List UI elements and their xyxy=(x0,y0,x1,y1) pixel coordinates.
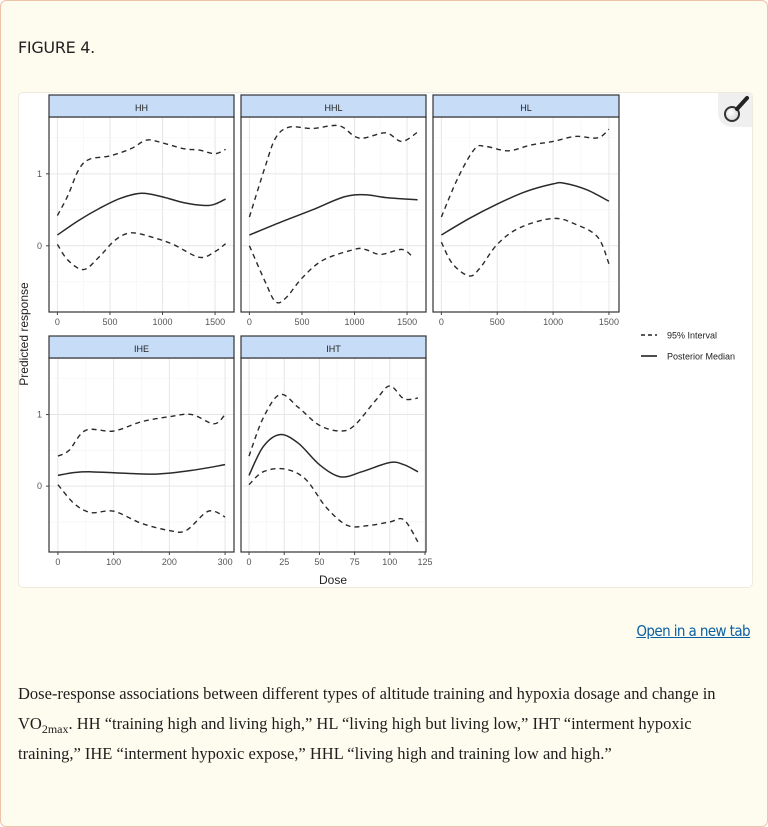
x-tick-label: 50 xyxy=(314,557,324,567)
panel-hhl: HHL 0 500 1000 1500 xyxy=(240,94,427,327)
x-axis-label: Dose xyxy=(319,573,347,587)
upper-95-interval-line xyxy=(248,124,418,218)
lower-95-interval-line xyxy=(248,467,419,543)
caption-subscript: 2max xyxy=(41,722,69,736)
plot-area xyxy=(49,117,234,312)
panel-strip-label: HH xyxy=(135,103,148,113)
posterior-median-line xyxy=(440,181,610,236)
plot-area xyxy=(433,117,619,312)
x-tick-label: 100 xyxy=(382,557,397,567)
x-tick-label: 1000 xyxy=(345,317,365,327)
open-in-new-tab-link[interactable]: Open in a new tab xyxy=(636,622,750,640)
lower-95-interval-line xyxy=(248,245,413,304)
x-tick-label: 1500 xyxy=(397,317,417,327)
x-tick-label: 500 xyxy=(102,317,117,327)
x-tick-label: 1500 xyxy=(599,317,619,327)
panel-hl: HL 0 500 1000 1500 xyxy=(432,94,620,327)
y-tick-label: 1 xyxy=(37,169,42,179)
x-tick-label: 25 xyxy=(279,557,289,567)
x-tick-label: 300 xyxy=(218,557,233,567)
caption-text-1: Dose-response associations between diffe… xyxy=(18,684,716,733)
y-tick-label: 0 xyxy=(37,481,42,491)
caption-text-2: . HH “training high and living high,” HL… xyxy=(18,714,692,763)
lower-95-interval-line xyxy=(57,484,226,533)
x-tick-label: 0 xyxy=(439,317,444,327)
panel-strip-label: HL xyxy=(520,103,532,113)
x-tick-label: 500 xyxy=(490,317,505,327)
panel-strip-label: HHL xyxy=(324,103,342,113)
upper-95-interval-line xyxy=(440,128,610,218)
posterior-median-line xyxy=(248,433,419,478)
plot-area xyxy=(241,117,426,312)
zoom-figure-button[interactable] xyxy=(718,93,752,127)
posterior-median-line xyxy=(56,192,226,236)
y-axis-label: Predicted response xyxy=(17,282,31,386)
magnifier-icon xyxy=(718,93,752,127)
y-tick-label: 0 xyxy=(37,241,42,251)
panel-iht: IHT 0 25 50 75 100 125 xyxy=(240,335,433,567)
x-tick-label: 100 xyxy=(106,557,121,567)
legend: 95% Interval Posterior Median xyxy=(641,331,735,362)
upper-95-interval-line xyxy=(57,413,226,457)
posterior-median-line xyxy=(57,463,226,477)
figure-caption: Dose-response associations between diffe… xyxy=(18,679,753,769)
panel-strip xyxy=(240,335,427,359)
x-tick-label: 75 xyxy=(350,557,360,567)
y-tick-label: 1 xyxy=(37,410,42,420)
panel-strip xyxy=(432,94,620,118)
x-tick-label: 1000 xyxy=(153,317,173,327)
panel-strip-label: IHT xyxy=(326,344,341,354)
lower-95-interval-line xyxy=(440,217,610,277)
plot-area xyxy=(241,358,426,552)
upper-95-interval-line xyxy=(56,139,226,216)
panel-strip-label: IHE xyxy=(134,344,149,354)
legend-label: 95% Interval xyxy=(667,331,717,341)
x-tick-label: 1500 xyxy=(205,317,225,327)
panel-strip xyxy=(48,94,235,118)
x-tick-label: 200 xyxy=(162,557,177,567)
x-tick-label: 1000 xyxy=(543,317,563,327)
upper-95-interval-line xyxy=(248,385,419,457)
x-tick-label: 0 xyxy=(55,317,60,327)
panel-ihe: IHE 0 100 200 300 0 1 xyxy=(37,335,235,567)
panel-strip xyxy=(48,335,235,359)
panel-hh: HH 0 500 1000 1500 0 1 xyxy=(37,94,235,327)
posterior-median-line xyxy=(249,193,418,236)
x-tick-label: 0 xyxy=(247,317,252,327)
x-tick-label: 0 xyxy=(247,557,252,567)
x-tick-label: 125 xyxy=(417,557,432,567)
legend-label: Posterior Median xyxy=(667,352,735,362)
figure-title: FIGURE 4. xyxy=(18,38,95,57)
panel-strip xyxy=(240,94,427,118)
x-tick-label: 500 xyxy=(294,317,309,327)
x-tick-label: 0 xyxy=(55,557,60,567)
